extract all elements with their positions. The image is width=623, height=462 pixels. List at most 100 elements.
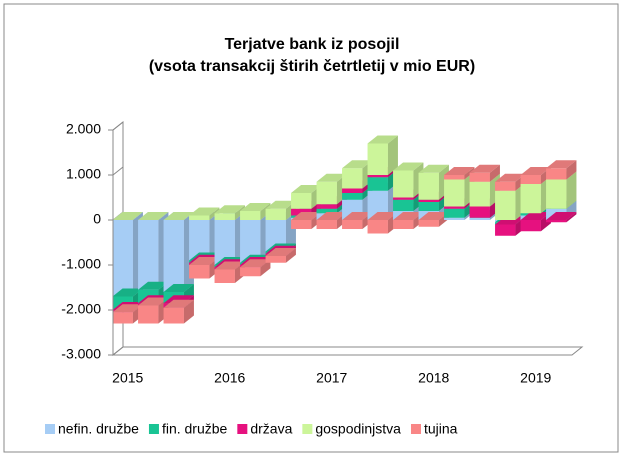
bar-front xyxy=(418,202,439,211)
bar-top xyxy=(138,281,169,290)
legend-swatch xyxy=(302,424,313,434)
legend-label: fin. družbe xyxy=(162,421,228,437)
bar-front xyxy=(265,208,286,220)
y-tick-label: 0 xyxy=(93,211,101,227)
bar-top xyxy=(112,212,143,220)
bar-front xyxy=(495,190,516,220)
bar-side xyxy=(387,135,398,175)
x-tick-label: 2017 xyxy=(316,370,347,386)
legend-label: gospodinjstva xyxy=(315,421,401,437)
floor xyxy=(111,346,584,356)
bar-top xyxy=(138,297,169,306)
bar-top xyxy=(112,304,143,313)
bar-top xyxy=(316,173,347,182)
bar-segment xyxy=(546,160,577,180)
bar-front xyxy=(469,206,490,218)
bar-front xyxy=(444,175,465,180)
bar-top xyxy=(444,167,475,175)
bar-top xyxy=(214,205,245,214)
bar-top xyxy=(291,185,322,193)
bar-front xyxy=(112,312,133,324)
legend-label: država xyxy=(250,421,292,437)
bar-front xyxy=(214,213,235,220)
bar-front xyxy=(112,220,133,297)
bar-front xyxy=(418,199,439,202)
bar-top xyxy=(367,135,398,144)
bar-front xyxy=(393,220,414,229)
bar-top xyxy=(418,164,449,173)
bar-segment xyxy=(265,248,296,263)
bar-top xyxy=(163,284,194,292)
bar-side xyxy=(566,212,577,223)
bar-top xyxy=(189,257,220,265)
chart-title: Terjatve bank iz posojil xyxy=(225,36,400,53)
bar-top xyxy=(316,212,347,220)
bar-top xyxy=(469,164,500,173)
bar-side xyxy=(566,171,577,209)
bar-front xyxy=(469,172,490,182)
bar-top xyxy=(138,212,169,220)
legend-swatch xyxy=(45,424,55,434)
bar-front xyxy=(316,204,337,209)
bar-front xyxy=(546,220,567,223)
bar-side xyxy=(566,160,577,180)
bar-side xyxy=(209,207,220,220)
bar-side xyxy=(234,205,245,220)
bar-front xyxy=(291,193,312,209)
bar-front xyxy=(393,199,414,211)
bar-side xyxy=(260,259,271,277)
bar-top xyxy=(495,173,526,182)
bar-front xyxy=(189,220,210,261)
bar-top xyxy=(291,212,322,220)
bar-front xyxy=(418,172,439,200)
bar-front xyxy=(444,179,465,207)
bar-front xyxy=(240,211,261,220)
y-tick-label: -1.000 xyxy=(61,256,101,272)
y-tick-label: 1.000 xyxy=(66,166,101,182)
bar-front xyxy=(367,220,388,234)
bar-segment xyxy=(163,212,194,220)
bar-segment xyxy=(163,299,194,324)
bar-front xyxy=(444,208,465,218)
y-tick-label: 2.000 xyxy=(66,121,101,137)
bar-front xyxy=(342,168,363,189)
x-tick-label: 2019 xyxy=(520,370,551,386)
bar-segment xyxy=(112,212,143,220)
bar-front xyxy=(342,220,363,229)
bar-front xyxy=(342,193,363,200)
bar-top xyxy=(393,162,424,171)
bar-front xyxy=(393,197,414,200)
bar-front xyxy=(189,215,210,220)
legend-label: nefin. družbe xyxy=(58,421,139,437)
bar-front xyxy=(316,208,337,214)
bar-front xyxy=(214,220,235,265)
bar-front xyxy=(469,217,490,220)
bar-front xyxy=(393,170,414,198)
bar-segment xyxy=(189,207,220,220)
bar-top xyxy=(112,288,143,297)
y-tick-label: -3.000 xyxy=(61,346,101,362)
bar-segment xyxy=(367,135,398,175)
bar-front xyxy=(367,177,388,191)
bar-top xyxy=(520,167,551,175)
bar-front xyxy=(240,267,261,277)
bar-front xyxy=(265,256,286,263)
bar-top xyxy=(342,212,373,220)
bar-front xyxy=(520,220,541,232)
bar-side xyxy=(464,167,475,180)
bar-segment xyxy=(469,164,500,182)
bar-top xyxy=(546,212,577,220)
bar-front xyxy=(316,220,337,229)
legend-swatch xyxy=(410,424,421,434)
bar-front xyxy=(469,181,490,207)
bar-front xyxy=(138,305,159,324)
legend-label: tujina xyxy=(424,421,458,437)
x-tick-label: 2015 xyxy=(112,370,143,386)
bar-top xyxy=(418,212,449,220)
bar-side xyxy=(183,299,194,324)
bar-segment xyxy=(444,167,475,180)
bar-top xyxy=(342,160,373,169)
bar-front xyxy=(546,179,567,209)
bar-front xyxy=(495,181,516,191)
